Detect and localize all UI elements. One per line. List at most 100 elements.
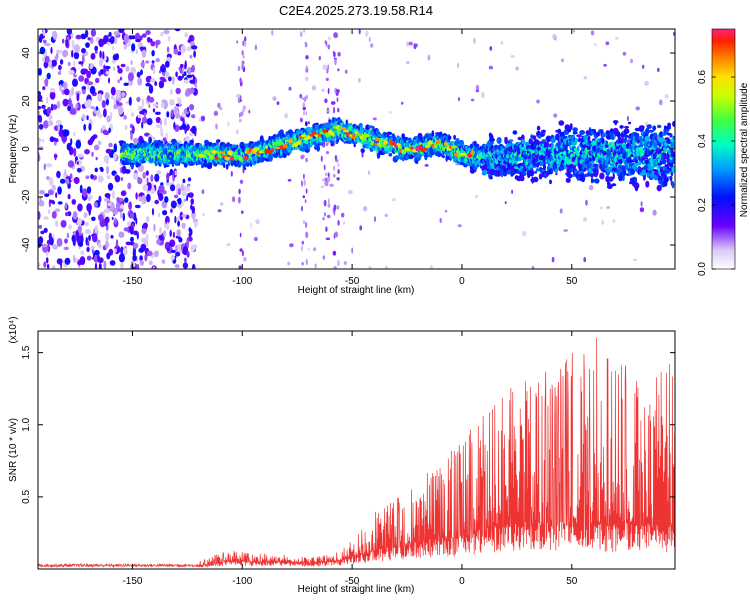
noise-blob (117, 79, 121, 84)
noise-blob (56, 100, 61, 109)
noise-blob (46, 106, 52, 115)
streak-blob (305, 111, 308, 116)
noise-blob (176, 229, 181, 237)
ridge-blob (576, 146, 580, 152)
noise-blob (133, 242, 139, 249)
noise-blob (54, 153, 57, 161)
noise-blob (73, 44, 81, 53)
noise-blob (172, 76, 175, 85)
noise-blob (182, 178, 186, 184)
scatter-blob (227, 120, 230, 127)
noise-blob (160, 103, 165, 108)
scatter-blob (590, 30, 595, 36)
scatter-blob (236, 94, 241, 98)
streak-blob (337, 169, 340, 174)
ridge-blob (536, 125, 541, 131)
noise-blob (65, 39, 69, 48)
ridge-blob (634, 177, 637, 183)
noise-blob (181, 222, 186, 229)
noise-blob (98, 263, 102, 269)
streak-blob (327, 203, 331, 208)
noise-blob (155, 124, 162, 128)
noise-blob (125, 241, 132, 246)
ridge-blob (280, 134, 287, 138)
streak-blob (305, 258, 308, 266)
scatter-blob (226, 243, 231, 247)
ridge-blob (558, 120, 565, 126)
noise-blob (145, 82, 151, 87)
noise-blob (180, 45, 187, 54)
streak-blob (303, 220, 306, 225)
noise-blob (151, 208, 155, 216)
noise-blob (98, 214, 104, 222)
noise-blob (142, 184, 149, 191)
noise-blob (86, 203, 92, 212)
noise-blob (117, 67, 123, 74)
scatter-blob (406, 61, 410, 64)
noise-blob (77, 203, 83, 212)
noise-blob (85, 42, 90, 48)
noise-blob (154, 250, 159, 258)
scatter-blob (329, 183, 334, 187)
ridge-blob (617, 176, 624, 180)
noise-blob (73, 51, 80, 60)
noise-blob (153, 223, 156, 232)
ridge-blob (572, 130, 578, 135)
ridge-blob (653, 132, 658, 137)
streak-blob (240, 210, 244, 214)
noise-blob (183, 79, 189, 84)
noise-blob (52, 30, 58, 40)
ridge-blob (329, 122, 333, 125)
noise-blob (42, 86, 46, 91)
ridge-blob (608, 176, 614, 182)
ridge-blob (598, 157, 604, 161)
noise-blob (131, 112, 134, 117)
noise-blob (64, 88, 70, 96)
streak-blob (302, 106, 306, 111)
noise-blob (191, 263, 196, 269)
noise-blob (113, 152, 117, 161)
ridge-blob (638, 147, 645, 152)
noise-blob (100, 167, 104, 172)
ridge-blob (401, 133, 406, 139)
noise-blob (64, 257, 71, 265)
scatter-blob (582, 217, 588, 222)
ridge-blob (148, 136, 153, 144)
noise-blob (177, 75, 183, 81)
noise-blob (178, 237, 183, 243)
scatter-blob (288, 86, 292, 91)
ridge-blob (549, 179, 552, 185)
scatter-blob (334, 231, 339, 238)
noise-blob (152, 266, 156, 269)
noise-blob (161, 63, 165, 70)
streak-blob (300, 155, 304, 160)
noise-blob (55, 192, 58, 199)
noise-blob (120, 177, 124, 181)
noise-blob (59, 178, 66, 184)
scatter-blob (248, 109, 251, 114)
noise-blob (68, 224, 73, 230)
scatter-blob (321, 178, 326, 182)
noise-blob (144, 253, 148, 262)
ridge-blob (447, 135, 452, 140)
noise-blob (105, 240, 109, 249)
noise-blob (94, 249, 100, 256)
noise-blob (124, 197, 129, 203)
noise-blob (188, 132, 194, 137)
scatter-blob (236, 40, 239, 44)
noise-blob (49, 237, 54, 246)
scatter-blob (652, 209, 657, 216)
noise-blob (189, 104, 195, 111)
noise-blob (113, 103, 118, 110)
noise-blob (46, 163, 53, 168)
noise-blob (193, 220, 198, 228)
ridge-blob (581, 175, 586, 183)
scatter-blob (276, 101, 280, 105)
noise-blob (131, 35, 136, 40)
noise-blob (97, 93, 103, 102)
noise-blob (50, 46, 53, 55)
scatter-blob (489, 46, 493, 51)
ridge-blob (624, 125, 630, 129)
streak-blob (242, 105, 246, 111)
noise-blob (141, 121, 144, 129)
